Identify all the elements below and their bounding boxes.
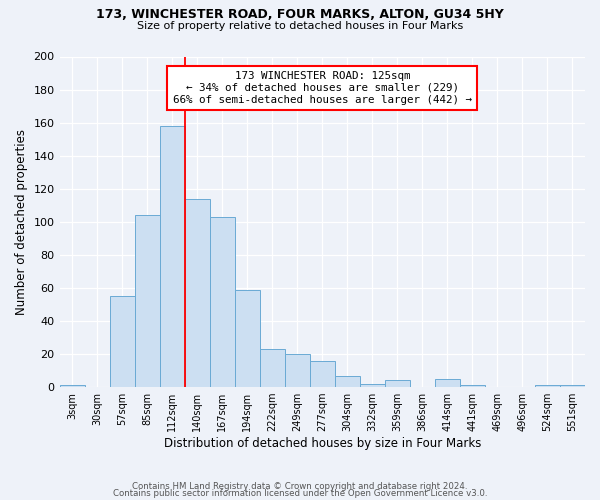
Bar	[235, 290, 260, 387]
Bar	[110, 296, 134, 387]
Text: Contains HM Land Registry data © Crown copyright and database right 2024.: Contains HM Land Registry data © Crown c…	[132, 482, 468, 491]
Bar	[435, 379, 460, 387]
Bar	[560, 386, 585, 387]
Text: Size of property relative to detached houses in Four Marks: Size of property relative to detached ho…	[137, 21, 463, 31]
Text: 173 WINCHESTER ROAD: 125sqm
← 34% of detached houses are smaller (229)
66% of se: 173 WINCHESTER ROAD: 125sqm ← 34% of det…	[173, 72, 472, 104]
Bar	[260, 349, 285, 387]
Bar	[535, 386, 560, 387]
Bar	[185, 198, 209, 387]
Bar	[360, 384, 385, 387]
Bar	[160, 126, 185, 387]
Bar	[310, 360, 335, 387]
Bar	[335, 376, 360, 387]
Bar	[385, 380, 410, 387]
Bar	[134, 215, 160, 387]
Bar	[285, 354, 310, 387]
Text: 173, WINCHESTER ROAD, FOUR MARKS, ALTON, GU34 5HY: 173, WINCHESTER ROAD, FOUR MARKS, ALTON,…	[96, 8, 504, 20]
X-axis label: Distribution of detached houses by size in Four Marks: Distribution of detached houses by size …	[164, 437, 481, 450]
Bar	[59, 386, 85, 387]
Text: Contains public sector information licensed under the Open Government Licence v3: Contains public sector information licen…	[113, 490, 487, 498]
Bar	[209, 217, 235, 387]
Y-axis label: Number of detached properties: Number of detached properties	[15, 129, 28, 315]
Bar	[460, 386, 485, 387]
